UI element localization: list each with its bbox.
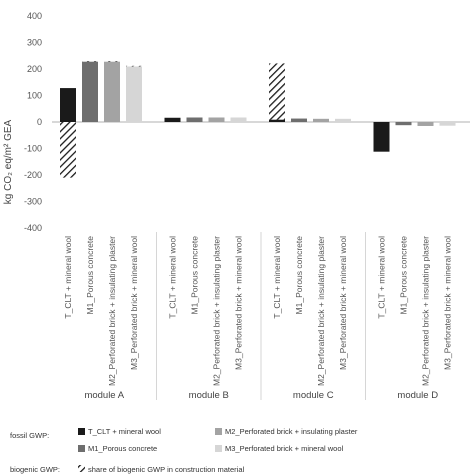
module-label: module C [293,390,334,401]
category-label: M3_Perforated brick + mineral wool [234,236,244,370]
bars [60,61,456,178]
category-label: M3_Perforated brick + mineral wool [443,236,453,370]
bar-fossil [104,61,120,122]
module-label: module B [189,390,229,401]
bar-fossil [269,119,285,122]
y-tick-label: -400 [24,223,42,233]
category-label: M3_Perforated brick + mineral wool [338,236,348,370]
bar-fossil [439,122,456,126]
y-tick-label: 400 [27,11,42,21]
category-label: M2_Perforated brick + insulating plaster [107,236,117,386]
legend-biogenic-entry: share of biogenic GWP in construction ma… [88,465,245,474]
category-label: M3_Perforated brick + mineral wool [129,236,139,370]
category-label: T_CLT + mineral wool [377,236,387,319]
legend-swatch [78,445,85,452]
legend-fossil-label: fossil GWP: [10,431,49,440]
bar-fossil [126,66,142,122]
bar-fossil [208,117,225,122]
legend-biogenic-label: biogenic GWP: [10,465,60,474]
category-label: M2_Perforated brick + insulating plaster [421,236,431,386]
bar-fossil [395,122,412,126]
y-tick-label: -300 [24,197,42,207]
legend-entry: M1_Porous concrete [88,444,157,453]
category-label: M1_Porous concrete [190,236,200,315]
bar-fossil [313,118,329,122]
y-tick-label: 100 [27,91,42,101]
category-label: M1_Porous concrete [399,236,409,315]
bar-fossil [373,122,390,152]
bar-fossil [164,117,181,122]
legend: fossil GWP: T_CLT + mineral wool M2_Perfor… [10,427,358,474]
y-axis-label: kg CO₂ eq/m² GEA [3,119,14,204]
bar-biogenic [104,61,120,62]
module-label: module D [397,390,438,401]
bar-biogenic [60,122,76,178]
bar-fossil [186,117,203,122]
bar-fossil [291,118,307,122]
legend-swatch [215,445,222,452]
bar-biogenic [269,63,285,120]
y-tick-label: -100 [24,144,42,154]
legend-swatch-biogenic [78,465,85,472]
y-tick-label: 200 [27,64,42,74]
bar-fossil [417,122,434,126]
module-labels: module A module B module C module D [84,232,438,401]
legend-entry: T_CLT + mineral wool [88,427,161,436]
bar-fossil [82,61,98,122]
bar-fossil [230,117,247,122]
module-label: module A [84,390,124,401]
legend-entry: M3_Perforated brick + mineral wool [225,444,344,453]
bar-biogenic [126,65,142,67]
category-label: M1_Porous concrete [294,236,304,315]
category-label: T_CLT + mineral wool [272,236,282,319]
category-label: M1_Porous concrete [85,236,95,315]
legend-swatch [215,428,222,435]
category-labels: T_CLT + mineral wool M1_Porous concrete M2… [63,236,453,386]
legend-entry: M2_Perforated brick + insulating plaster [225,427,358,436]
y-tick-label: 0 [37,117,42,127]
bar-biogenic [82,61,98,62]
category-label: M2_Perforated brick + insulating plaster [316,236,326,386]
legend-swatch [78,428,85,435]
category-label: T_CLT + mineral wool [63,236,73,319]
y-tick-label: 300 [27,38,42,48]
y-tick-label: -200 [24,170,42,180]
category-label: T_CLT + mineral wool [168,236,178,319]
bar-fossil [335,118,351,122]
category-label: M2_Perforated brick + insulating plaster [212,236,222,386]
bar-fossil [60,88,76,122]
